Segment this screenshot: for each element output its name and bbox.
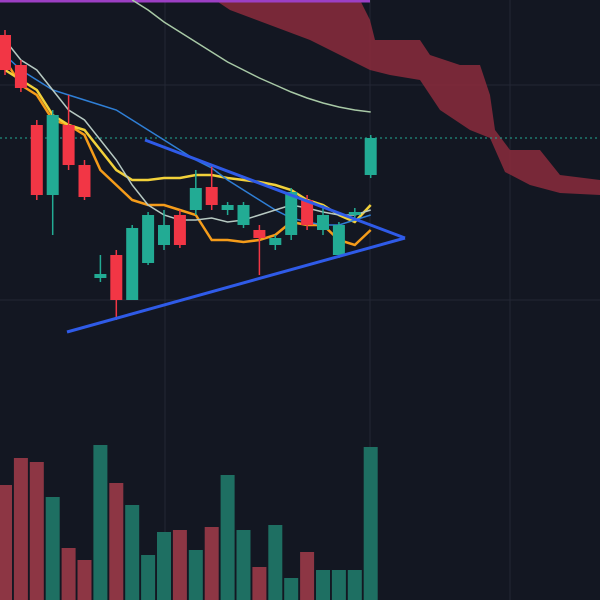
volume-bar (284, 578, 299, 600)
volume-bar (204, 527, 219, 600)
volume-bar (331, 570, 346, 600)
volume-bar (29, 462, 44, 600)
volume-bar (347, 570, 362, 600)
volume-bar (77, 560, 92, 600)
volume-bar (61, 548, 76, 600)
ma-line (131, 0, 371, 113)
candle-body (173, 215, 186, 245)
volume-bar (109, 483, 124, 600)
candle-body (14, 65, 27, 88)
candle-body (30, 125, 43, 195)
ichimoku-cloud (215, 0, 600, 195)
candle-body (301, 200, 314, 225)
volume-bar (316, 570, 330, 600)
volume-bar (93, 445, 108, 600)
volume-bar (252, 567, 267, 600)
candle-body (78, 165, 91, 197)
volume-bar (188, 550, 203, 600)
candle-body (317, 215, 329, 230)
volume-bar (268, 525, 283, 600)
volume-bar (141, 555, 156, 600)
candle-body (158, 225, 170, 245)
candle-body (285, 192, 298, 235)
volume-bar (363, 447, 378, 600)
volume-bar (157, 532, 171, 600)
candle-body (364, 138, 377, 175)
candle-body (253, 230, 266, 238)
candle-body (0, 35, 11, 70)
volume-layer (0, 445, 378, 600)
volume-bar (172, 530, 187, 600)
triangle (66, 138, 406, 334)
candle-body (62, 125, 75, 165)
candle-body (94, 274, 107, 278)
candle-body (332, 225, 345, 255)
candle-body (126, 228, 139, 300)
volume-bar (300, 552, 315, 600)
candle-body (348, 212, 361, 215)
candle-body (46, 115, 59, 195)
candle-body (110, 255, 123, 300)
volume-bar (236, 530, 251, 600)
trend-line (66, 236, 406, 334)
candle-body (221, 205, 234, 210)
candle-layer (0, 30, 377, 320)
volume-bar (45, 497, 60, 600)
volume-bar (13, 458, 28, 600)
candle-body (189, 188, 202, 210)
volume-bar (0, 485, 12, 600)
volume-bar (125, 505, 140, 600)
volume-bar (220, 475, 235, 600)
candle-body (142, 215, 155, 263)
candle-body (269, 238, 282, 245)
candle-body (237, 205, 250, 225)
candle-body (205, 187, 218, 205)
trend-line (144, 138, 406, 240)
